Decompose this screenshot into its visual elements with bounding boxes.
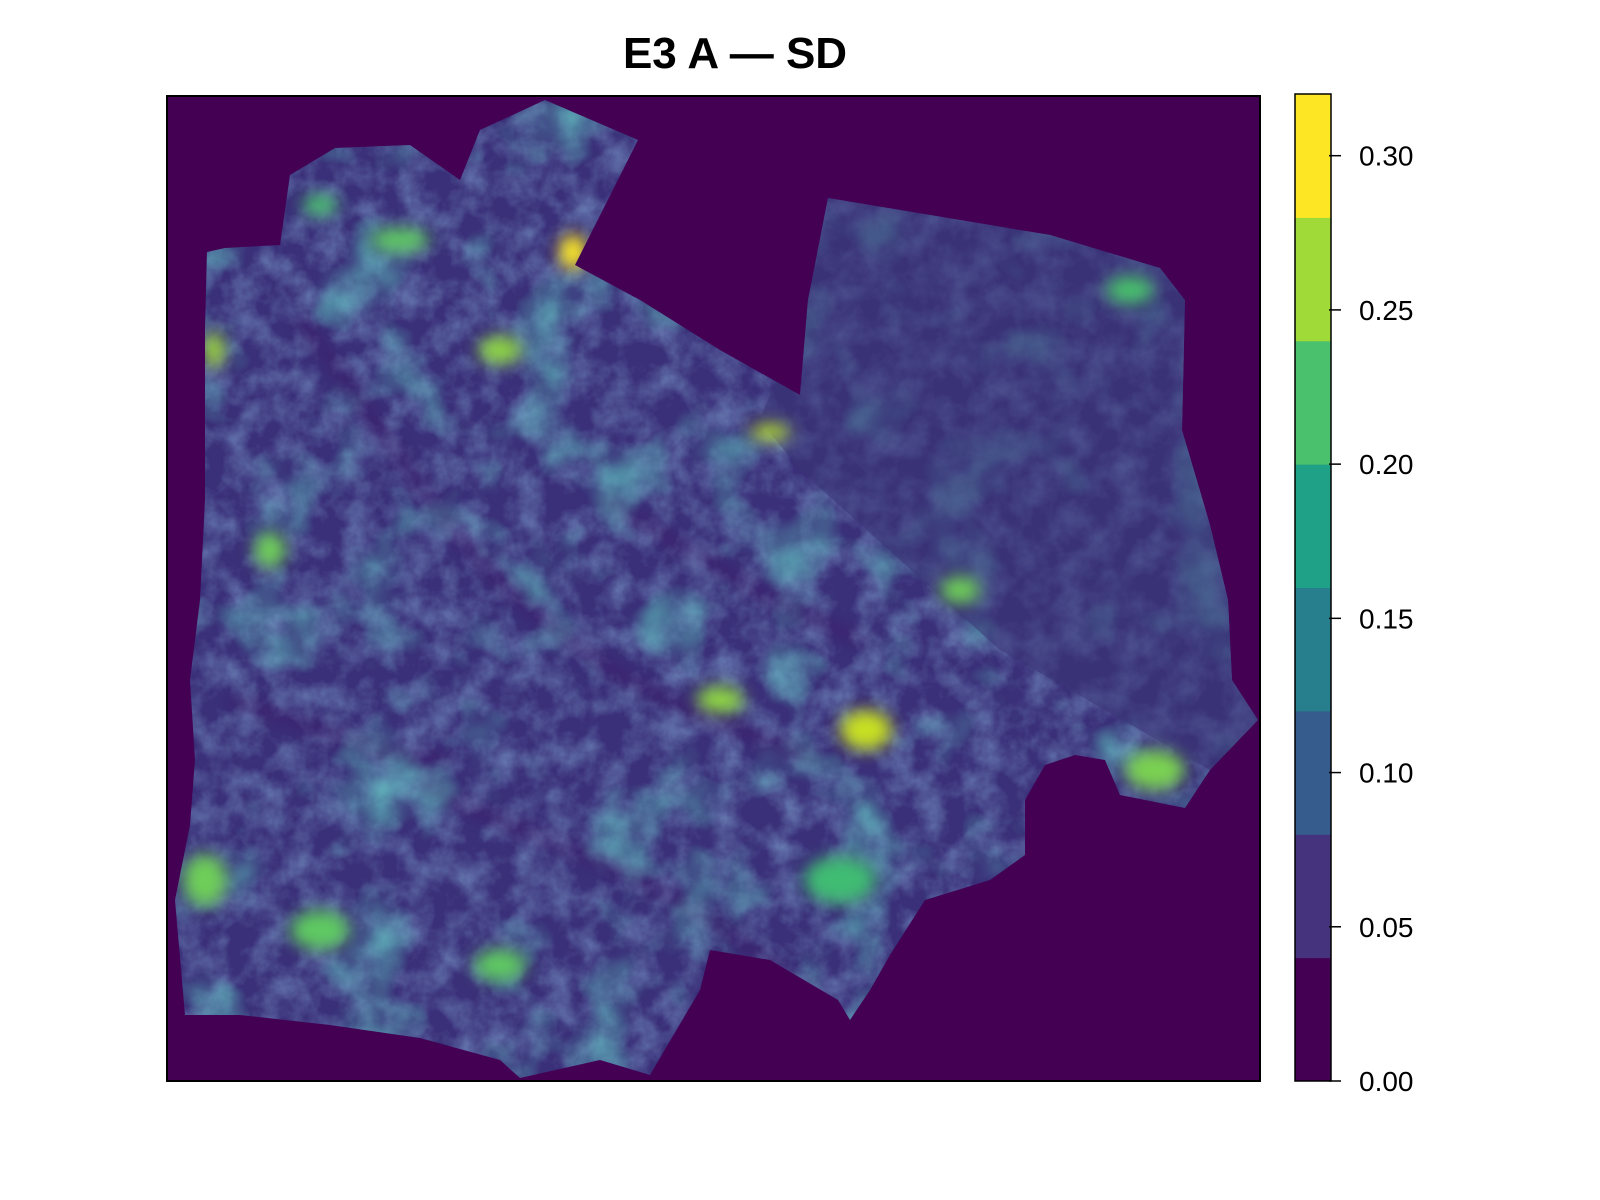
legend-tick-label: 0.25: [1359, 295, 1414, 326]
legend-color-segment: [1295, 94, 1331, 218]
legend-color-segment: [1295, 957, 1331, 1082]
legend-color-segment: [1295, 710, 1331, 835]
legend-tick-label: 0.05: [1359, 912, 1414, 943]
legend-tick-label: 0.00: [1359, 1066, 1414, 1097]
legend-tick-label: 0.15: [1359, 603, 1414, 634]
legend-tick-label: 0.20: [1359, 449, 1414, 480]
legend-tick-label: 0.30: [1359, 141, 1414, 172]
legend-tick-label: 0.10: [1359, 758, 1414, 789]
legend-color-segment: [1295, 834, 1331, 959]
legend-color-segment: [1295, 587, 1331, 712]
legend-border: [1294, 93, 1332, 1082]
legend-color-segment: [1295, 464, 1331, 588]
legend-color-segment: [1295, 217, 1331, 342]
color-legend: 0.00 0.05 0.10 0.15 0.20 0.25 0.30: [1294, 93, 1414, 1097]
map-frame: [166, 95, 1261, 1082]
map-title: E3 A — SD: [622, 29, 848, 78]
legend-color-segment: [1295, 340, 1331, 465]
